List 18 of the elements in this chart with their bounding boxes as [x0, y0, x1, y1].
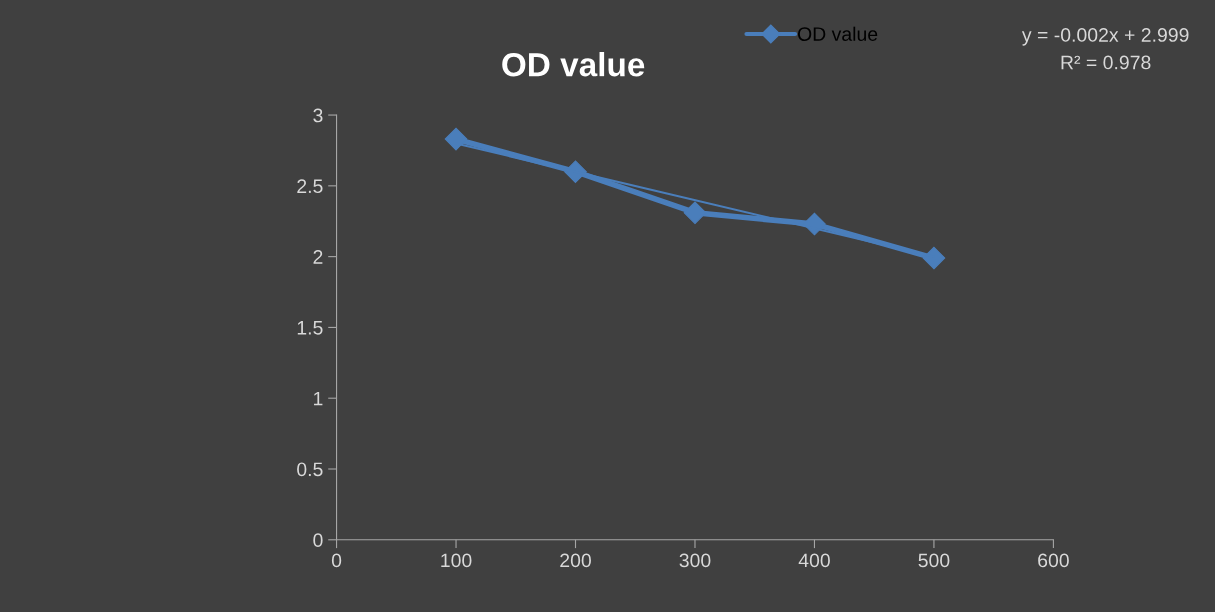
x-tick-label: 200	[560, 553, 591, 568]
y-tick-label: 3	[313, 108, 323, 123]
y-tick-label: 2.5	[297, 179, 323, 194]
x-tick-label: 0	[331, 553, 342, 568]
x-tick-label: 100	[441, 553, 472, 568]
x-tick-label: 300	[679, 553, 711, 568]
y-tick-label: 0	[313, 533, 323, 548]
y-tick-label: 0.5	[297, 462, 323, 477]
x-tick-label: 600	[1038, 553, 1069, 568]
y-tick-label: 1.5	[297, 321, 323, 335]
text: y = -0.002x + 2.999	[1021, 28, 1189, 46]
legend-label: OD value	[797, 26, 878, 41]
text: R² = 0.978	[1061, 55, 1151, 70]
y-tick-label: 2	[313, 250, 323, 264]
x-tick-label: 400	[798, 553, 830, 568]
y-tick-label: 1	[314, 391, 323, 406]
chart-title: OD value	[502, 52, 645, 77]
x-tick-label: 500	[918, 553, 950, 568]
